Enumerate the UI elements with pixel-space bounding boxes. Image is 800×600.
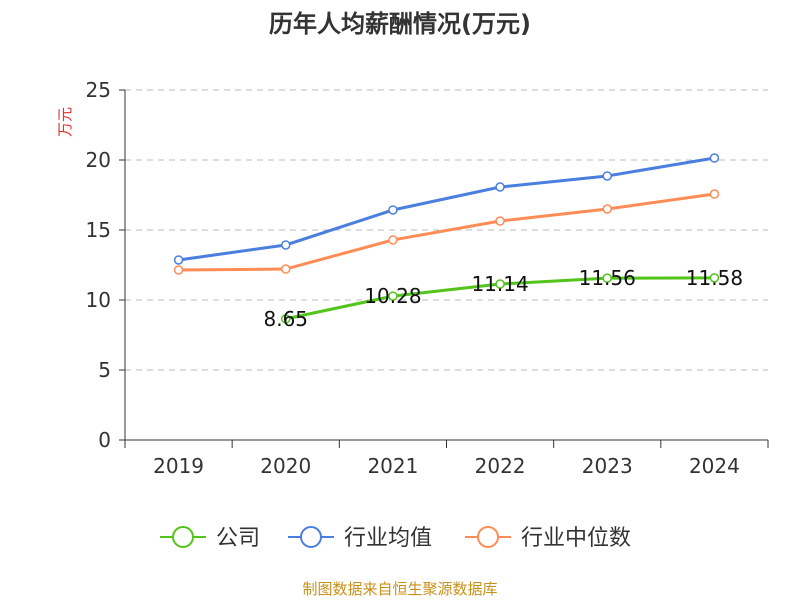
legend-label: 行业均值 bbox=[344, 526, 432, 551]
y-tick-label: 15 bbox=[86, 218, 111, 242]
data-point[interactable] bbox=[602, 171, 612, 181]
legend-marker bbox=[172, 526, 194, 548]
legend-item-2[interactable]: 行业中位数 bbox=[465, 526, 631, 551]
data-point[interactable] bbox=[281, 314, 291, 324]
series-line bbox=[178, 156, 715, 262]
data-point[interactable] bbox=[173, 255, 184, 265]
legend-item-1[interactable]: 行业均值 bbox=[288, 526, 432, 551]
x-tick-label: 2023 bbox=[582, 454, 633, 478]
chart-title: 历年人均薪酬情况(万元) bbox=[269, 10, 531, 38]
data-point[interactable] bbox=[495, 216, 505, 226]
y-tick-label: 20 bbox=[86, 148, 111, 172]
x-tick-label: 2022 bbox=[475, 454, 526, 478]
data-point[interactable] bbox=[602, 204, 612, 214]
data-label: 11.14 bbox=[471, 272, 528, 296]
y-axis-label: 万元 bbox=[56, 107, 74, 137]
series-line bbox=[178, 192, 715, 272]
data-point[interactable] bbox=[388, 291, 398, 301]
series-2 bbox=[173, 189, 720, 275]
data-label: 8.65 bbox=[263, 307, 308, 331]
data-point[interactable] bbox=[495, 182, 505, 192]
data-label: 10.28 bbox=[364, 284, 421, 308]
data-point[interactable] bbox=[709, 189, 720, 199]
legend-label: 公司 bbox=[216, 526, 260, 551]
data-point[interactable] bbox=[388, 205, 398, 215]
data-point[interactable] bbox=[709, 273, 720, 283]
y-tick-label: 5 bbox=[98, 358, 111, 382]
series-1 bbox=[173, 153, 720, 265]
data-point[interactable] bbox=[709, 153, 720, 163]
legend-marker bbox=[477, 526, 499, 548]
data-label: 11.58 bbox=[686, 266, 743, 290]
y-tick-label: 0 bbox=[98, 428, 111, 452]
source-footer: 制图数据来自恒生聚源数据库 bbox=[302, 580, 497, 598]
legend-label: 行业中位数 bbox=[521, 526, 631, 551]
series-0: 8.65 10.28 11.14 11.56 11.58 bbox=[263, 266, 743, 331]
data-point[interactable] bbox=[602, 273, 612, 283]
x-tick-label: 2019 bbox=[153, 454, 204, 478]
legend-item-0[interactable]: 公司 bbox=[160, 526, 260, 551]
x-tick-label: 2024 bbox=[689, 454, 740, 478]
data-point[interactable] bbox=[495, 279, 505, 289]
data-point[interactable] bbox=[281, 240, 291, 250]
y-tick-label: 25 bbox=[86, 78, 111, 102]
data-point[interactable] bbox=[281, 264, 291, 274]
x-tick-label: 2021 bbox=[367, 454, 418, 478]
y-tick-label: 10 bbox=[86, 288, 111, 312]
data-point[interactable] bbox=[388, 235, 398, 245]
legend-marker bbox=[300, 526, 322, 548]
data-point[interactable] bbox=[173, 265, 184, 275]
data-label: 11.56 bbox=[579, 266, 636, 290]
x-tick-label: 2020 bbox=[260, 454, 311, 478]
